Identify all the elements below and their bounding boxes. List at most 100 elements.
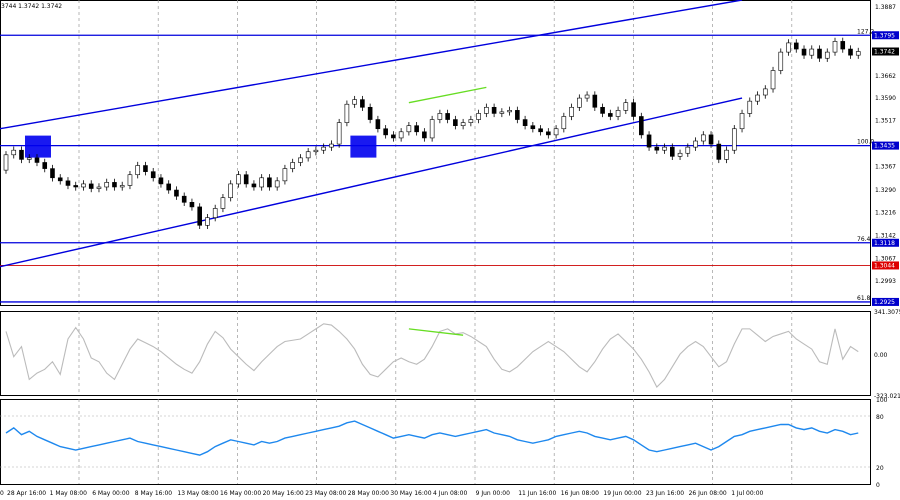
- rsi-tick-label: 100: [876, 397, 888, 404]
- candle: [96, 186, 102, 189]
- candle: [282, 168, 288, 182]
- candle: [530, 125, 536, 130]
- candle: [11, 149, 17, 156]
- rsi-tick-label: 0: [876, 482, 880, 489]
- candle: [708, 134, 714, 145]
- candle: [352, 99, 357, 105]
- x-tick-label: 8 May 16:00: [135, 490, 173, 497]
- candle: [19, 149, 24, 160]
- candle: [189, 202, 195, 208]
- candle: [654, 146, 660, 151]
- candle: [398, 131, 404, 139]
- candle: [592, 94, 598, 108]
- price-tick-label: 1.3067: [875, 255, 896, 262]
- x-tick-label: 11 Jun 16:00: [518, 490, 556, 497]
- pane-frame: [0, 311, 871, 396]
- candle: [755, 94, 760, 102]
- price-tick-label: 1.3887: [875, 4, 896, 11]
- zone-box: [350, 135, 377, 158]
- cci-series-line: [5, 323, 859, 388]
- divergence-line: [408, 86, 487, 104]
- candle: [290, 162, 295, 169]
- cci-divergence-line: [408, 328, 464, 336]
- candle: [824, 51, 830, 59]
- candle: [639, 116, 644, 136]
- candle: [553, 128, 559, 136]
- price-tag-text: 1.2925: [874, 299, 895, 306]
- rsi-series-line: [5, 420, 859, 456]
- candle: [662, 146, 667, 151]
- level-label: 100.0: [857, 139, 874, 146]
- x-tick-label: 6 May 00:00: [92, 490, 130, 497]
- candle: [453, 119, 458, 126]
- candle: [600, 106, 605, 114]
- candle: [212, 208, 218, 218]
- candle: [778, 51, 784, 71]
- price-tick-label: 1.3290: [875, 187, 896, 194]
- candle: [793, 42, 799, 50]
- x-tick-label: 1 Jul 00:00: [731, 490, 763, 497]
- time-axis: 0 28 Apr 16:00 1 May 08:00 6 May 00:00 8 May…: [0, 490, 764, 497]
- price-tag: [872, 297, 899, 306]
- zone-box: [24, 135, 51, 158]
- price-tick-label: 1.3367: [875, 163, 896, 170]
- price-tag-text: 1.3118: [874, 240, 895, 247]
- candle: [460, 122, 466, 126]
- candle: [515, 110, 520, 120]
- candle: [809, 48, 815, 56]
- candle: [801, 48, 807, 56]
- candle: [57, 177, 63, 182]
- candle: [491, 106, 497, 114]
- candle: [685, 146, 691, 154]
- pane-frame: [0, 0, 871, 306]
- candle: [569, 106, 574, 117]
- candle: [127, 174, 133, 186]
- candle: [414, 125, 419, 133]
- candle: [817, 48, 822, 59]
- x-tick-label: 30 May 16:00: [390, 490, 431, 497]
- price-tag: [872, 141, 899, 150]
- candle: [220, 197, 226, 209]
- candle: [832, 41, 838, 53]
- candle: [522, 119, 528, 126]
- candle: [429, 119, 435, 139]
- rsi-tick-label: 80: [876, 414, 884, 421]
- x-tick-label: 19 Jun 00:00: [603, 490, 641, 497]
- candle: [181, 195, 187, 203]
- candle: [546, 131, 551, 136]
- price-tag-text: 1.3435: [874, 143, 895, 150]
- x-tick-label: 0: [0, 490, 4, 497]
- price-tick-label: 1.3216: [875, 210, 896, 217]
- candle: [561, 116, 567, 130]
- candle: [383, 128, 388, 136]
- candle: [158, 177, 164, 185]
- candle: [445, 113, 450, 120]
- price-tag: [872, 261, 899, 270]
- candle: [476, 113, 481, 120]
- candle: [26, 157, 32, 160]
- candle: [336, 122, 342, 145]
- candle: [197, 206, 202, 226]
- cci-tick-label: 341.3075: [874, 309, 900, 316]
- candle: [267, 177, 272, 188]
- candle: [499, 111, 505, 114]
- price-tag-text: 1.3795: [874, 32, 895, 39]
- candle: [615, 110, 621, 117]
- candle: [166, 183, 172, 191]
- pane-frame: [0, 399, 871, 485]
- candle: [608, 113, 613, 117]
- x-tick-label: 20 May 16:00: [263, 490, 304, 497]
- x-tick-label: 16 Jun 08:00: [561, 490, 599, 497]
- candle: [577, 97, 582, 108]
- candle: [344, 103, 350, 123]
- candle: [623, 102, 629, 111]
- candle: [538, 128, 543, 133]
- candle: [104, 182, 110, 188]
- candle: [236, 174, 241, 185]
- candle: [259, 177, 264, 188]
- candle: [42, 162, 48, 169]
- candle: [329, 143, 334, 148]
- candle: [174, 189, 179, 197]
- price-tick-label: 1.3142: [875, 232, 896, 239]
